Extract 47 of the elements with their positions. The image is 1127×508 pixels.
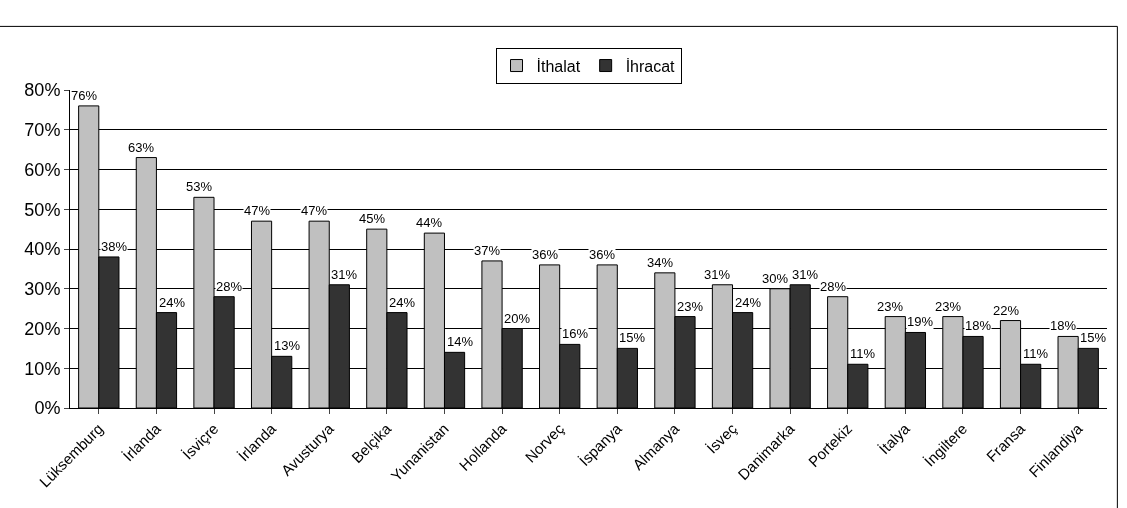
data-label: 34% xyxy=(647,255,674,270)
data-label: 24% xyxy=(389,295,416,310)
data-label: 37% xyxy=(474,243,501,258)
data-label: 20% xyxy=(504,311,531,326)
data-label: 11% xyxy=(850,346,876,361)
y-tick-label: 30% xyxy=(24,279,61,300)
y-tick-label: 60% xyxy=(24,159,61,180)
data-label: 22% xyxy=(993,303,1020,318)
data-label: 38% xyxy=(101,239,128,254)
data-label: 63% xyxy=(128,140,155,155)
y-tick-label: 70% xyxy=(24,120,61,141)
data-label: 31% xyxy=(704,267,731,282)
data-label: 11% xyxy=(1023,346,1049,361)
y-tick-label: 20% xyxy=(24,318,61,339)
data-label: 23% xyxy=(877,299,904,314)
data-label: 44% xyxy=(416,215,443,230)
data-label: 23% xyxy=(935,299,962,314)
data-label: 15% xyxy=(1080,330,1107,345)
data-label: 24% xyxy=(735,295,762,310)
data-label: 24% xyxy=(159,295,186,310)
y-tick-label: 80% xyxy=(24,80,61,101)
data-label: 18% xyxy=(965,318,992,333)
data-label: 31% xyxy=(331,267,358,282)
data-label: 47% xyxy=(244,203,271,218)
legend-label: İhracat xyxy=(625,56,676,75)
data-label: 36% xyxy=(589,247,616,262)
data-label: 76% xyxy=(71,88,98,103)
legend-label: İthalat xyxy=(536,56,581,75)
data-label: 28% xyxy=(216,279,243,294)
y-tick-label: 40% xyxy=(24,239,61,260)
data-label: 45% xyxy=(359,211,386,226)
data-label: 14% xyxy=(447,334,474,349)
data-label: 16% xyxy=(562,326,589,341)
data-label: 53% xyxy=(186,179,213,194)
y-tick-label: 10% xyxy=(24,358,61,379)
data-label: 28% xyxy=(820,279,847,294)
data-label: 30% xyxy=(762,271,789,286)
y-tick-label: 0% xyxy=(34,398,61,419)
data-label: 19% xyxy=(907,314,934,329)
data-label: 36% xyxy=(532,247,559,262)
data-label: 13% xyxy=(274,338,301,353)
data-label: 47% xyxy=(301,203,328,218)
y-tick-label: 50% xyxy=(24,199,61,220)
data-label: 18% xyxy=(1050,318,1077,333)
data-label: 23% xyxy=(677,299,704,314)
data-label: 15% xyxy=(619,330,646,345)
data-label: 31% xyxy=(792,267,819,282)
